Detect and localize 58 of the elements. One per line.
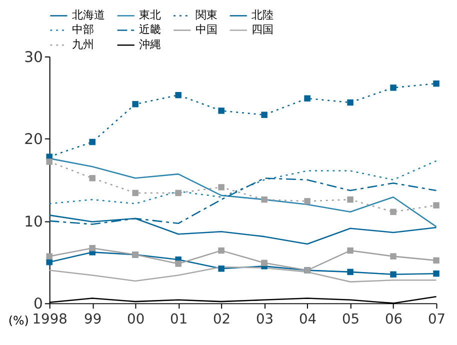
legend-label: 北陸 (252, 8, 274, 22)
point (347, 196, 354, 203)
legend-label: 東北 (139, 8, 162, 22)
y-tick-label: 20 (24, 131, 43, 148)
x-tick-label: 1998 (32, 311, 68, 328)
point (304, 95, 310, 102)
x-tick-label: 03 (256, 311, 274, 328)
point (390, 208, 396, 216)
point (347, 247, 354, 254)
legend-label: 中国 (195, 23, 218, 36)
point (261, 260, 268, 266)
x-tick-label: 06 (384, 311, 403, 328)
point (175, 92, 182, 98)
point (218, 108, 224, 114)
point (433, 257, 440, 264)
y-tick-label: 0 (34, 296, 43, 313)
point (347, 268, 354, 276)
point (347, 99, 354, 106)
y-tick-label: 10 (24, 213, 43, 230)
y-tick-label: 30 (24, 48, 43, 66)
legend-label: 沖縄 (139, 38, 162, 52)
legend-label: 九州 (72, 38, 94, 52)
point (89, 244, 96, 252)
point (390, 253, 396, 260)
y-axis-title: (%) (8, 313, 29, 328)
x-tick-label: 05 (342, 311, 360, 328)
x-tick-label: 00 (127, 311, 145, 328)
point (89, 175, 96, 182)
point (261, 112, 268, 118)
legend-label: 中部 (72, 23, 94, 36)
point (46, 253, 52, 260)
point (46, 158, 52, 165)
point (89, 138, 96, 146)
point (132, 101, 138, 108)
point (175, 190, 182, 196)
point (390, 84, 396, 91)
legend-label: 北海道 (72, 8, 106, 22)
point (218, 184, 224, 190)
legend-label: 四国 (252, 23, 274, 36)
point (218, 266, 224, 272)
point (132, 190, 138, 196)
x-tick-label: 02 (213, 311, 231, 328)
point (218, 247, 224, 254)
point (46, 258, 52, 266)
legend-label: 近畿 (139, 23, 162, 36)
x-tick-label: 04 (299, 311, 317, 328)
point (433, 202, 440, 208)
legend-label: 関東 (195, 8, 218, 22)
point (261, 196, 268, 203)
x-tick-label: 07 (428, 311, 446, 328)
point (304, 198, 310, 204)
line-series (48, 160, 437, 204)
point (433, 270, 440, 277)
x-tick-label: 99 (84, 311, 102, 328)
point (175, 260, 182, 267)
x-tick-label: 01 (170, 311, 188, 328)
point (390, 271, 396, 278)
point (433, 80, 440, 87)
